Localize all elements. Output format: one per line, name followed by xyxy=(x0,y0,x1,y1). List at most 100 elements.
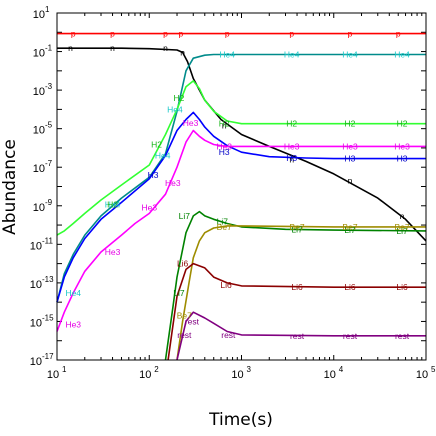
tick-labels: 10 1 10 2 10 3 10 4 10 510 110 -110 -310 -510 -710 -910… xyxy=(30,5,436,381)
y-tick-label: 10 xyxy=(33,86,45,98)
y-tick-label: 10 xyxy=(33,163,45,175)
series-line-he3 xyxy=(56,129,426,332)
series-label-he4: He4 xyxy=(219,50,235,60)
y-tick-exponent: -15 xyxy=(42,313,54,322)
y-tick-label: 10 xyxy=(33,9,45,21)
y-tick-label: 10 xyxy=(33,125,45,137)
y-tick-label: 10 xyxy=(30,317,42,329)
series-label-p: p xyxy=(225,29,230,39)
series-label-n: n xyxy=(222,120,227,130)
series-label-he4: He4 xyxy=(394,50,410,60)
plot-frame xyxy=(56,12,427,361)
series-line-h2 xyxy=(56,80,426,236)
series-label-li6: Li6 xyxy=(291,282,303,292)
series-label-li7: Li7 xyxy=(173,288,185,298)
series-label-rest: rest xyxy=(221,330,236,340)
series-label-be7: Be7 xyxy=(394,222,409,232)
y-tick-label: 10 xyxy=(33,202,45,214)
series-line-li6 xyxy=(167,262,426,361)
y-tick-label: 10 xyxy=(30,240,42,252)
series-label-p: p xyxy=(110,29,115,39)
series-label-p: p xyxy=(163,29,168,39)
series-label-h3: H3 xyxy=(219,147,230,157)
series-label-rest: rest xyxy=(177,330,192,340)
series-label-he4: He4 xyxy=(65,288,81,298)
series-label-h3: H3 xyxy=(148,170,159,180)
y-tick-exponent: -7 xyxy=(45,159,53,168)
y-tick-exponent: -1 xyxy=(45,44,53,53)
series-label-n: n xyxy=(348,176,353,186)
series-label-he4: He4 xyxy=(342,50,358,60)
series-label-li7: Li7 xyxy=(179,211,191,221)
series-label-rest: rest xyxy=(185,316,200,326)
x-tick-exponent: 3 xyxy=(247,365,252,374)
series-label-he4: He4 xyxy=(167,104,183,114)
series-label-n: n xyxy=(289,155,294,165)
series-label-h2: H2 xyxy=(219,119,230,129)
x-tick-label: 10 xyxy=(324,369,336,381)
series-label-n: n xyxy=(68,43,73,53)
series-label-li6: Li6 xyxy=(177,259,189,269)
series-label-li7: Li7 xyxy=(344,225,356,235)
series-label-li6: Li6 xyxy=(220,280,232,290)
series-label-li6: Li6 xyxy=(396,282,408,292)
y-tick-exponent: -13 xyxy=(42,275,54,284)
series-label-rest: rest xyxy=(395,331,410,341)
series-line-li7 xyxy=(164,210,427,361)
series-label-he3: He3 xyxy=(165,178,181,188)
series-label-p: p xyxy=(178,29,183,39)
y-tick-exponent: -11 xyxy=(42,236,54,245)
series-line-be7 xyxy=(176,225,426,361)
series-label-be7: Be7 xyxy=(342,222,357,232)
series-label-h3: H3 xyxy=(345,154,356,164)
series-line-rest xyxy=(176,311,426,361)
series-label-he3: He3 xyxy=(342,141,358,151)
series-label-li7: Li7 xyxy=(217,217,229,227)
series-label-he3: He3 xyxy=(105,247,121,257)
series-label-he3: He3 xyxy=(141,203,157,213)
series-label-li7: Li7 xyxy=(291,224,303,234)
series-label-be7: Be7 xyxy=(217,222,232,232)
x-tick-label: 10 xyxy=(139,369,151,381)
series-label-he3: He3 xyxy=(183,118,199,128)
y-tick-exponent: -17 xyxy=(42,352,54,361)
series-label-rest: rest xyxy=(343,331,358,341)
series-label-be7: Be7 xyxy=(177,311,192,321)
series-label-n: n xyxy=(400,211,405,221)
y-tick-exponent: 1 xyxy=(45,5,50,14)
series-label-p: p xyxy=(348,29,353,39)
series-line-h3 xyxy=(56,111,426,303)
x-tick-label: 10 xyxy=(231,369,243,381)
series-label-he3: He3 xyxy=(65,319,81,329)
x-tick-label: 10 xyxy=(47,369,59,381)
series-label-h2: H2 xyxy=(151,140,162,150)
series-label-h2: H2 xyxy=(107,199,118,209)
series-label-p: p xyxy=(71,29,76,39)
x-tick-label: 10 xyxy=(416,369,428,381)
series-label-h2: H2 xyxy=(286,119,297,129)
x-tick-exponent: 2 xyxy=(154,365,159,374)
series-label-h2: H2 xyxy=(345,119,356,129)
series-label-he3: He3 xyxy=(216,141,232,151)
x-tick-exponent: 4 xyxy=(339,365,344,374)
series-label-h3: H3 xyxy=(397,154,408,164)
y-tick-label: 10 xyxy=(30,356,42,368)
series-label-he4: He4 xyxy=(284,50,300,60)
series-label-he4: He4 xyxy=(105,199,121,209)
y-tick-exponent: -5 xyxy=(45,121,53,130)
series-label-he3: He3 xyxy=(394,141,410,151)
x-tick-exponent: 5 xyxy=(431,365,436,374)
series-lines xyxy=(56,32,427,361)
series-label-li7: Li7 xyxy=(396,226,408,236)
series-line-he4 xyxy=(56,53,426,303)
y-tick-exponent: -3 xyxy=(45,82,53,91)
series-label-h3: H3 xyxy=(286,153,297,163)
series-label-p: p xyxy=(396,29,401,39)
y-tick-exponent: -9 xyxy=(45,198,53,207)
x-axis-title: Time(s) xyxy=(208,410,273,430)
x-tick-exponent: 1 xyxy=(62,365,67,374)
series-label-n: n xyxy=(110,43,115,53)
